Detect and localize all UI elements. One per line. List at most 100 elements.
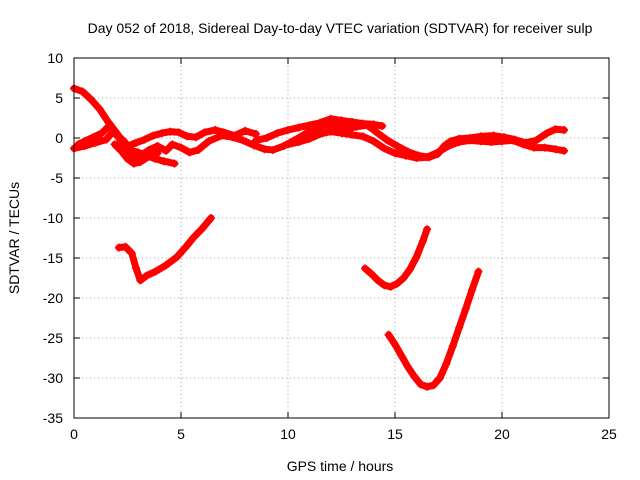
data-point-marker <box>183 132 192 141</box>
x-axis-label: GPS time / hours <box>287 458 394 474</box>
series-trace <box>74 123 260 150</box>
data-point-marker <box>136 158 145 166</box>
plot-frame <box>73 57 610 419</box>
data-point-marker <box>191 133 200 142</box>
data-point-marker <box>206 214 215 222</box>
data-point-marker <box>487 138 496 146</box>
x-tick-label: 25 <box>601 426 617 442</box>
y-tick-label: -10 <box>43 210 63 226</box>
data-point-marker <box>560 146 569 155</box>
data-point-marker <box>273 129 282 138</box>
data-point-marker <box>102 135 111 144</box>
data-point-marker <box>399 274 408 282</box>
data-point-marker <box>393 142 402 150</box>
data-point-marker <box>461 305 470 314</box>
data-point-marker <box>489 131 498 140</box>
y-tick-label: -35 <box>43 410 63 426</box>
data-point-marker <box>97 129 106 138</box>
data-point-marker <box>172 253 181 262</box>
axis-ticks: 0 5 10 15 20 25 10 5 0 -5 -10 -15 -20 -25 -30 -35 <box>43 50 617 442</box>
y-tick-label: 10 <box>47 50 63 66</box>
data-point-marker <box>162 146 171 155</box>
data-point-marker <box>373 276 382 285</box>
data-point-marker <box>170 159 179 168</box>
x-tick-label: 5 <box>177 426 185 442</box>
data-point-marker <box>181 243 190 252</box>
data-point-marker <box>465 136 474 145</box>
data-point-marker <box>405 265 414 274</box>
data-point-marker <box>519 140 528 149</box>
y-tick-label: 0 <box>55 130 63 146</box>
data-point-marker <box>185 148 194 157</box>
data-point-marker <box>136 276 145 285</box>
data-series-s9 <box>361 225 432 291</box>
data-point-marker <box>91 138 100 147</box>
data-point-marker <box>87 95 96 104</box>
data-series-s4 <box>110 140 162 168</box>
data-point-marker <box>140 135 149 144</box>
data-point-marker <box>132 264 141 273</box>
data-point-marker <box>468 286 477 294</box>
data-series-s6 <box>251 114 387 145</box>
data-point-marker <box>367 270 376 278</box>
data-point-marker <box>117 138 126 146</box>
data-point-marker <box>333 122 342 130</box>
data-point-marker <box>149 131 158 140</box>
data-point-marker <box>294 138 303 146</box>
data-point-marker <box>153 142 162 150</box>
data-point-marker <box>530 143 539 152</box>
data-point-marker <box>361 264 370 273</box>
data-point-marker <box>551 145 560 154</box>
data-point-marker <box>305 134 314 143</box>
data-point-marker <box>198 224 207 233</box>
data-point-marker <box>142 271 151 280</box>
data-point-marker <box>412 154 421 162</box>
data-point-marker <box>540 143 549 152</box>
data-point-marker <box>348 130 357 139</box>
data-point-marker <box>455 138 464 146</box>
data-point-marker <box>403 362 412 371</box>
data-point-marker <box>455 323 464 332</box>
data-point-marker <box>423 382 432 391</box>
data-point-marker <box>542 129 551 138</box>
data-point-marker <box>412 253 421 262</box>
x-tick-label: 15 <box>387 426 403 442</box>
data-point-marker <box>132 138 141 147</box>
data-point-marker <box>560 126 569 134</box>
data-point-marker <box>104 122 113 131</box>
data-point-marker <box>114 243 123 252</box>
x-tick-label: 20 <box>494 426 510 442</box>
y-tick-label: -15 <box>43 250 63 266</box>
data-point-marker <box>151 267 160 276</box>
data-point-marker <box>476 137 485 146</box>
data-point-marker <box>508 136 517 145</box>
data-point-marker <box>382 135 391 144</box>
data-point-marker <box>123 142 132 150</box>
data-point-marker <box>260 145 269 154</box>
data-point-marker <box>194 146 203 154</box>
data-point-marker <box>262 134 271 142</box>
data-point-marker <box>380 281 389 290</box>
data-point-marker <box>401 151 410 160</box>
data-point-marker <box>418 237 427 246</box>
data-point-marker <box>393 279 402 288</box>
data-point-marker <box>423 153 432 162</box>
data-point-marker <box>127 249 136 258</box>
data-point-marker <box>433 148 442 157</box>
data-point-marker <box>397 351 406 360</box>
data-point-marker <box>157 129 166 138</box>
data-point-marker <box>121 242 130 251</box>
data-point-marker <box>80 137 89 146</box>
series-trace <box>115 214 215 284</box>
data-point-marker <box>168 140 177 149</box>
data-point-marker <box>123 154 132 163</box>
data-point-marker <box>448 342 457 350</box>
data-point-marker <box>348 118 357 126</box>
data-point-marker <box>129 159 138 168</box>
data-point-marker <box>153 149 162 158</box>
data-point-marker <box>78 87 87 96</box>
data-point-marker <box>177 143 185 152</box>
x-tick-label: 10 <box>280 426 296 442</box>
data-point-marker <box>442 359 451 368</box>
